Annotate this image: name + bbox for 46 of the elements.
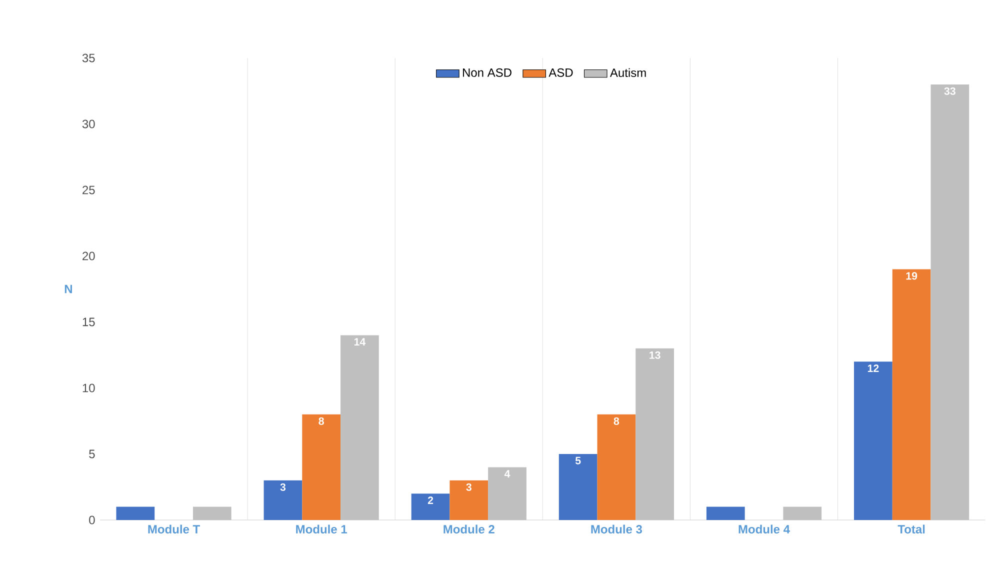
data-label: 4 xyxy=(504,470,510,478)
x-tick-label: Total xyxy=(898,524,925,534)
y-tick-label: 35 xyxy=(82,54,95,62)
bar xyxy=(706,506,745,520)
bar xyxy=(930,84,970,520)
bar xyxy=(302,414,341,520)
y-tick-label: 5 xyxy=(89,450,95,458)
legend-label: ASD xyxy=(548,68,573,77)
data-label: 8 xyxy=(318,417,324,425)
bar xyxy=(116,506,155,520)
y-tick-label: 10 xyxy=(82,384,95,392)
data-label: 3 xyxy=(466,483,472,491)
y-tick-label: 20 xyxy=(82,252,95,260)
y-tick-label: 15 xyxy=(82,318,95,326)
data-label: 8 xyxy=(614,417,620,425)
x-tick-label: Module 1 xyxy=(296,524,347,534)
bar xyxy=(411,494,450,520)
bar xyxy=(264,480,302,520)
x-tick-label: Module 4 xyxy=(738,524,790,534)
y-tick-label: 0 xyxy=(89,516,95,524)
bar xyxy=(783,506,822,520)
data-label: 13 xyxy=(650,351,660,359)
legend-label: Autism xyxy=(610,68,646,78)
bar xyxy=(340,335,379,520)
y-axis-title: N xyxy=(64,284,72,294)
y-tick-label: 30 xyxy=(82,120,95,128)
legend-label: Non ASD xyxy=(462,68,512,77)
data-label: 5 xyxy=(575,456,581,464)
data-label: 2 xyxy=(428,496,434,504)
bar xyxy=(558,454,598,520)
bar xyxy=(854,362,892,520)
data-label: 3 xyxy=(280,483,286,491)
data-label: 14 xyxy=(354,338,366,346)
data-label: 33 xyxy=(944,87,956,95)
x-tick-label: Module T xyxy=(148,524,200,534)
bar xyxy=(636,348,674,520)
bar xyxy=(597,414,636,520)
x-tick-label: Module 3 xyxy=(591,524,642,534)
data-label: 12 xyxy=(868,364,879,372)
bar xyxy=(450,480,488,520)
bar xyxy=(892,269,931,520)
bar xyxy=(488,467,526,520)
bar xyxy=(192,506,232,520)
x-tick-label: Module 2 xyxy=(444,524,494,534)
data-label: 19 xyxy=(906,272,918,280)
y-tick-label: 25 xyxy=(82,186,95,194)
